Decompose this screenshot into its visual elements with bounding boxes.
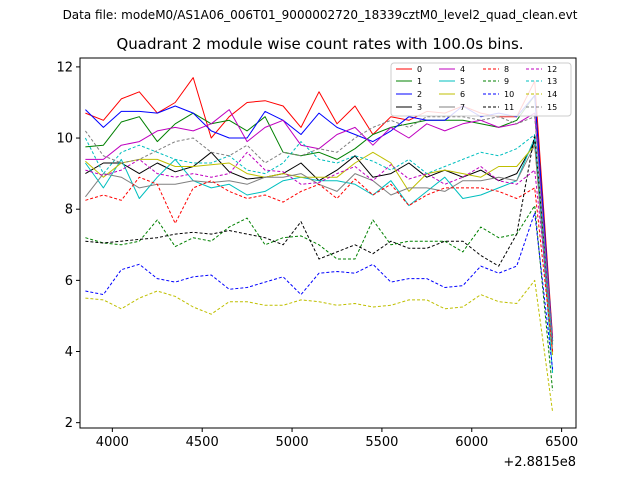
y-axis: 2 4 6 8 10 12 bbox=[56, 60, 80, 431]
series-line-10 bbox=[85, 212, 554, 370]
legend-label-10: 10 bbox=[504, 90, 514, 99]
legend-label-7: 7 bbox=[460, 103, 465, 112]
legend-label-5: 5 bbox=[460, 77, 465, 86]
series-line-8 bbox=[85, 176, 554, 352]
series-line-5 bbox=[84, 137, 554, 373]
legend-label-6: 6 bbox=[460, 90, 465, 99]
x-tick-label: 4500 bbox=[186, 435, 219, 450]
legend-label-2: 2 bbox=[417, 90, 422, 99]
series-layer bbox=[84, 77, 554, 413]
series-line-1 bbox=[85, 94, 554, 341]
x-tick-label: 4000 bbox=[96, 435, 129, 450]
legend-label-13: 13 bbox=[547, 77, 557, 86]
legend-label-11: 11 bbox=[504, 103, 514, 112]
y-tick-label: 6 bbox=[65, 274, 73, 289]
legend-label-12: 12 bbox=[547, 65, 557, 74]
plot-frame bbox=[79, 57, 577, 429]
x-tick-label: 6000 bbox=[455, 435, 488, 450]
y-tick-label: 8 bbox=[65, 203, 73, 218]
x-axis-offset-label: +2.8815e8 bbox=[503, 455, 576, 470]
legend-label-15: 15 bbox=[547, 103, 557, 112]
legend-label-4: 4 bbox=[460, 65, 465, 74]
series-line-11 bbox=[85, 134, 554, 341]
legend-label-0: 0 bbox=[417, 65, 422, 74]
data-file-label: Data file: modeM0/AS1A06_006T01_90000027… bbox=[62, 8, 578, 22]
legend-label-9: 9 bbox=[504, 77, 509, 86]
legend-label-3: 3 bbox=[417, 103, 422, 112]
y-tick-label: 10 bbox=[56, 132, 73, 147]
x-tick-label: 6500 bbox=[545, 435, 578, 450]
series-line-6 bbox=[85, 144, 554, 356]
legend-label-8: 8 bbox=[504, 65, 509, 74]
series-line-14 bbox=[85, 279, 554, 413]
series-line-12 bbox=[85, 151, 554, 338]
y-tick-label: 2 bbox=[65, 416, 73, 431]
chart-title: Quadrant 2 module wise count rates with … bbox=[116, 35, 524, 53]
y-tick-label: 4 bbox=[65, 345, 73, 360]
legend-box bbox=[390, 62, 572, 117]
legend-label-14: 14 bbox=[547, 90, 557, 99]
x-axis: 4000 4500 5000 5500 6000 6500 bbox=[96, 428, 578, 450]
x-tick-label: 5000 bbox=[276, 435, 309, 450]
x-tick-label: 5500 bbox=[365, 435, 398, 450]
y-tick-label: 12 bbox=[56, 60, 73, 75]
legend-label-1: 1 bbox=[417, 77, 422, 86]
series-line-13 bbox=[84, 134, 554, 345]
series-line-15 bbox=[84, 116, 554, 345]
series-line-9 bbox=[85, 205, 554, 391]
